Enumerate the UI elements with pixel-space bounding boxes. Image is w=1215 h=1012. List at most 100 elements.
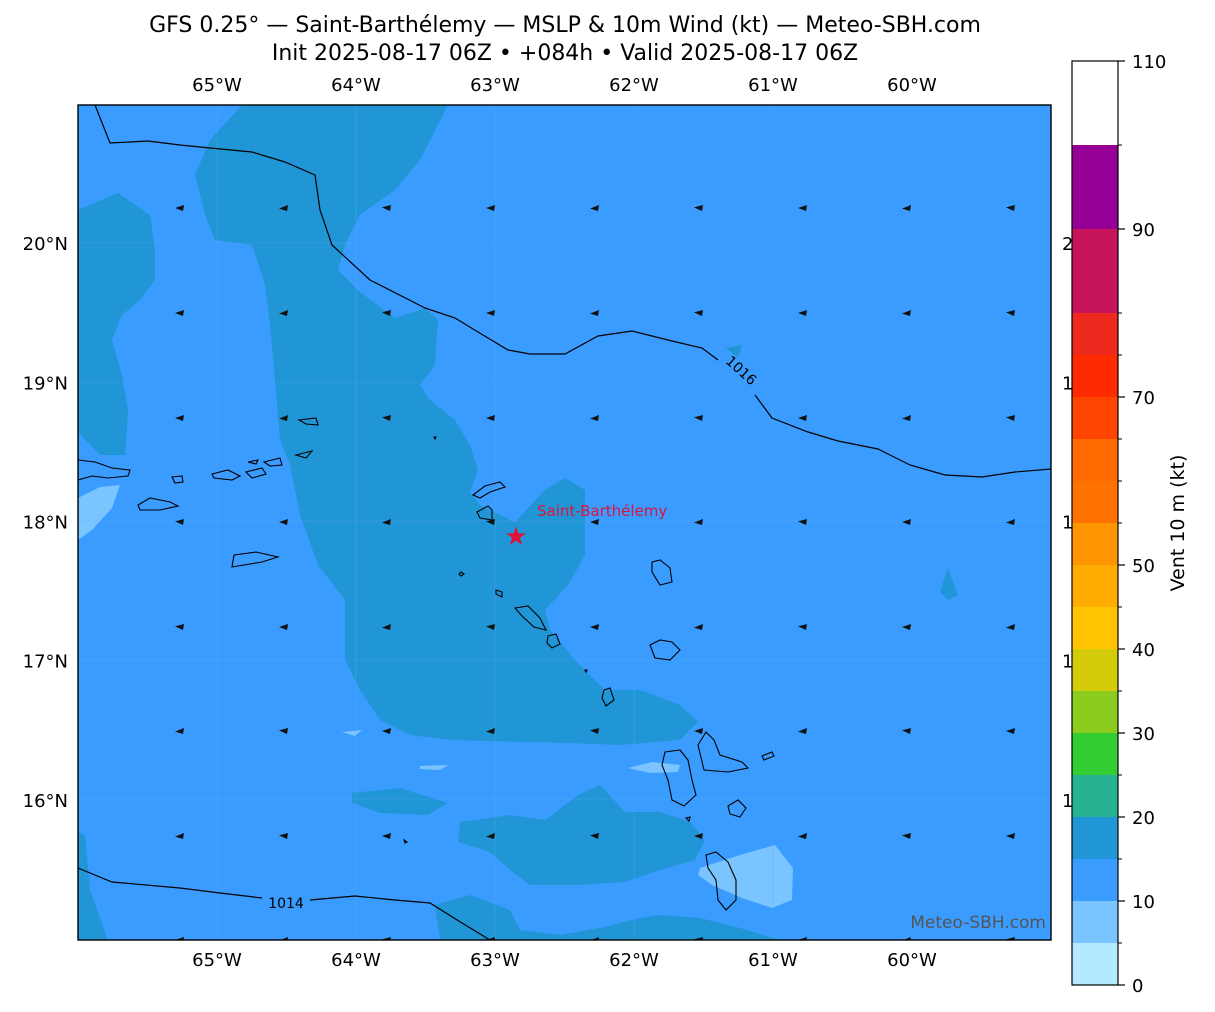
- wind-barb-arrow-icon: [902, 624, 911, 630]
- isobar-1014-label: 1014: [268, 896, 304, 912]
- wind-zone-south: [458, 785, 705, 885]
- colorbar-segment: [1072, 691, 1118, 733]
- wind-barb-arrow-icon: [279, 519, 288, 525]
- wind-barb-arrow-icon: [486, 415, 495, 421]
- wind-zone-dominica: [698, 845, 793, 908]
- coast-statia: [495, 589, 503, 598]
- wind-barb-arrow-icon: [382, 310, 391, 316]
- chart-title: GFS 0.25° — Saint-Barthélemy — MSLP & 10…: [0, 12, 1130, 68]
- lon-label-top: 63°W: [470, 75, 520, 96]
- wind-barb-arrow-icon: [382, 519, 391, 525]
- lon-label-top: 61°W: [748, 75, 798, 96]
- wind-barb-arrow-icon: [902, 205, 911, 211]
- wind-barb-arrow-icon: [1006, 937, 1015, 940]
- wind-zone-guadeloupe: [628, 762, 680, 773]
- coast-virgin-gorda: [293, 450, 314, 459]
- wind-barb-arrow-icon: [486, 728, 495, 734]
- colorbar-segment: [1072, 145, 1118, 229]
- colorbar-segment: [1072, 775, 1118, 817]
- wind-barb-arrow-icon: [279, 833, 288, 839]
- coast-barbuda: [651, 559, 673, 586]
- coast-basse-terre: [661, 749, 697, 807]
- lat-label-right: 2: [1062, 234, 1073, 255]
- wind-zone-tiny-2: [342, 730, 362, 736]
- wind-barb-arrow-icon: [798, 728, 807, 734]
- wind-barb-arrow-icon: [694, 310, 703, 316]
- wind-barb-arrow-icon: [902, 519, 911, 525]
- wind-barb-arrow-icon: [175, 624, 184, 630]
- lat-label-left: 19°N: [23, 373, 68, 394]
- title-line-1: GFS 0.25° — Saint-Barthélemy — MSLP & 10…: [149, 13, 981, 38]
- wind-zone-central: [195, 105, 698, 745]
- coast-culebra: [171, 475, 184, 484]
- wind-barb-arrow-icon: [694, 519, 703, 525]
- longitude-labels-top: 65°W 64°W 63°W 62°W 61°W 60°W: [192, 75, 937, 96]
- lon-label-bottom: 64°W: [331, 950, 381, 971]
- wind-barb-arrow-icon: [694, 415, 703, 421]
- colorbar-segment: [1072, 439, 1118, 481]
- lat-label-right: 1: [1062, 513, 1073, 534]
- colorbar-segment: [1072, 733, 1118, 775]
- lon-label-top: 60°W: [887, 75, 937, 96]
- wind-barb-arrow-icon: [279, 415, 288, 421]
- wind-barb-arrow-icon: [486, 519, 495, 525]
- coast-vieques: [137, 497, 180, 511]
- wind-band-5-10: [78, 485, 793, 908]
- graticule: [78, 105, 1051, 940]
- lat-label-right: 1: [1062, 791, 1073, 812]
- coast-anegada: [297, 417, 319, 426]
- wind-zone-puerto-rico: [78, 485, 120, 540]
- colorbar-tick-label: 110: [1132, 52, 1166, 73]
- lon-label-bottom: 65°W: [192, 950, 242, 971]
- wind-barb-arrow-icon: [382, 833, 391, 839]
- colorbar-tick-label: 90: [1132, 220, 1155, 241]
- coast-marie-galante: [727, 799, 747, 818]
- lon-label-bottom: 60°W: [887, 950, 937, 971]
- wind-barb-arrow-icon: [902, 310, 911, 316]
- wind-barb-arrow-icon: [798, 310, 807, 316]
- wind-barb-arrow-icon: [382, 205, 391, 211]
- coast-redonda: [584, 669, 588, 674]
- isobar-1014-line-east: [309, 895, 491, 940]
- location-label: Saint-Barthélemy: [537, 502, 667, 520]
- latitude-labels-left: 20°N 19°N 18°N 17°N 16°N: [23, 234, 68, 812]
- wind-barb-arrow-icon: [694, 728, 703, 734]
- isobar-1014-line: [78, 867, 263, 899]
- lon-label-top: 65°W: [192, 75, 242, 96]
- wind-zone-east: [940, 568, 958, 600]
- title-line-2: Init 2025-08-17 06Z • +084h • Valid 2025…: [271, 41, 859, 66]
- wind-barb-arrow-icon: [590, 624, 599, 630]
- wind-barb-arrow-icon: [382, 728, 391, 734]
- lon-label-bottom: 61°W: [748, 950, 798, 971]
- wind-barb-arrow-icon: [1006, 833, 1015, 839]
- wind-barb-arrow-icon: [798, 624, 807, 630]
- colorbar-segment: [1072, 355, 1118, 397]
- watermark: Meteo-SBH.com: [910, 913, 1046, 933]
- wind-zone-tiny-1: [420, 765, 448, 770]
- wind-barb-arrow-icon: [175, 519, 184, 525]
- colorbar-segment: [1072, 901, 1118, 943]
- colorbar: [1071, 60, 1119, 986]
- wind-zone-bottom: [435, 895, 780, 940]
- wind-barb-arrow-icon: [694, 937, 703, 940]
- lat-label-left: 16°N: [23, 791, 68, 812]
- colorbar-tick-label: 40: [1132, 640, 1155, 661]
- wind-barb-arrow-icon: [903, 937, 911, 940]
- wind-barb-arrow-icon: [175, 415, 184, 421]
- colorbar-tick-label: 20: [1132, 808, 1155, 829]
- colorbar-segment: [1072, 817, 1118, 859]
- wind-barb-arrow-icon: [175, 728, 184, 734]
- wind-barb-arrow-icon: [694, 833, 703, 839]
- coast-sombrero: [433, 436, 437, 441]
- coast-montserrat: [601, 687, 615, 707]
- colorbar-label: Vent 10 m (kt): [1167, 454, 1189, 592]
- coast-st-kitts: [513, 605, 548, 631]
- coast-st-croix: [231, 551, 281, 568]
- coast-puerto-rico: [78, 459, 131, 481]
- colorbar-tick-label: 0: [1132, 976, 1143, 997]
- wind-barb-arrow-icon: [382, 937, 391, 940]
- coast-aves: [402, 838, 409, 844]
- map-frame: [77, 104, 1052, 941]
- wind-barb-arrow-icon: [486, 833, 495, 839]
